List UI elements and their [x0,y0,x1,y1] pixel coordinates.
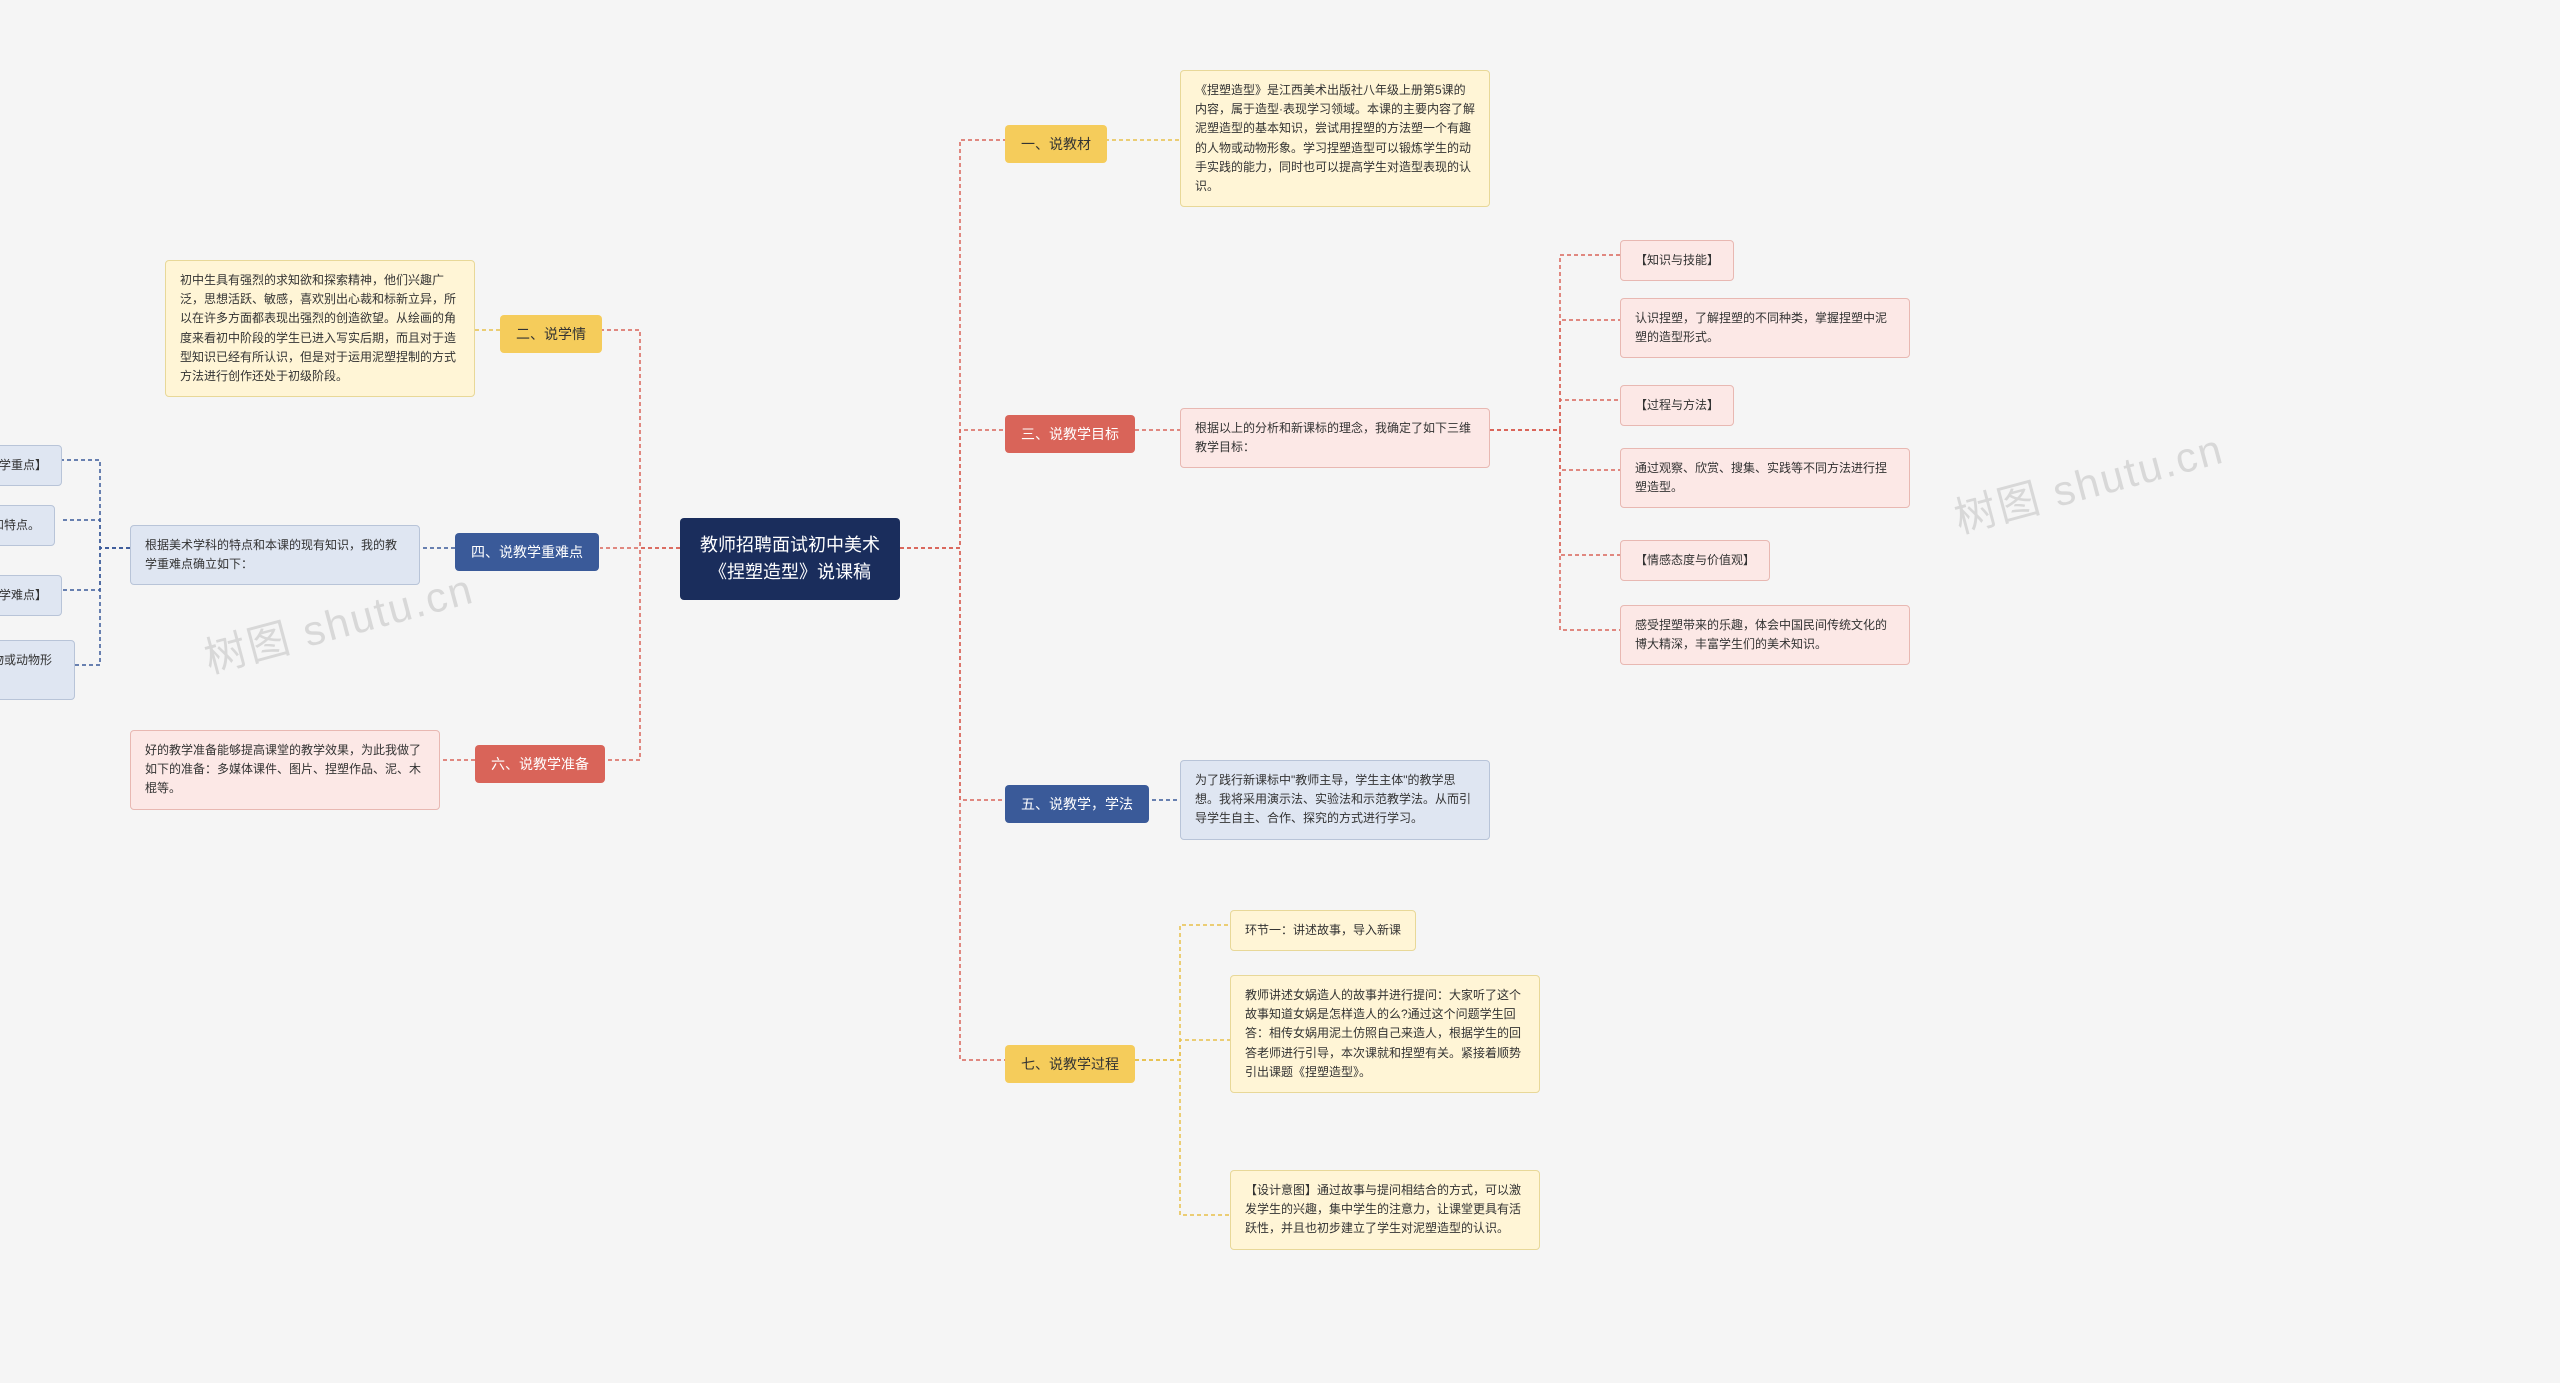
branch-7-l1: 环节一：讲述故事，导入新课 [1230,910,1416,951]
branch-3-t3: 【情感态度与价值观】 [1620,540,1770,581]
branch-3-t1d: 认识捏塑，了解捏塑的不同种类，掌握捏塑中泥塑的造型形式。 [1620,298,1910,358]
mindmap-canvas: 教师招聘面试初中美术《捏塑造型》说课稿 一、说教材 《捏塑造型》是江西美术出版社… [0,0,2560,1383]
branch-2-leaf: 初中生具有强烈的求知欲和探索精神，他们兴趣广泛，思想活跃、敏感，喜欢别出心裁和标… [165,260,475,397]
branch-3[interactable]: 三、说教学目标 [1005,415,1135,453]
branch-1-leaf: 《捏塑造型》是江西美术出版社八年级上册第5课的内容，属于造型·表现学习领域。本课… [1180,70,1490,207]
branch-4-intro: 根据美术学科的特点和本课的现有知识，我的教学重难点确立如下： [130,525,420,585]
branch-1[interactable]: 一、说教材 [1005,125,1107,163]
branch-4-t1: 【教学重点】 [0,445,62,486]
branch-7-l3: 【设计意图】通过故事与提问相结合的方式，可以激发学生的兴趣，集中学生的注意力，让… [1230,1170,1540,1250]
branch-3-intro: 根据以上的分析和新课标的理念，我确定了如下三维教学目标： [1180,408,1490,468]
branch-3-t2: 【过程与方法】 [1620,385,1734,426]
branch-6-leaf: 好的教学准备能够提高课堂的教学效果，为此我做了如下的准备：多媒体课件、图片、捏塑… [130,730,440,810]
branch-5[interactable]: 五、说教学，学法 [1005,785,1149,823]
branch-4-t2: 【教学难点】 [0,575,62,616]
branch-3-t3d: 感受捏塑带来的乐趣，体会中国民间传统文化的博大精深，丰富学生们的美术知识。 [1620,605,1910,665]
branch-4-t1d: 认识捏塑，了解泥塑造型的不同形式和特点。 [0,505,55,546]
branch-5-leaf: 为了践行新课标中"教师主导，学生主体"的教学思想。我将采用演示法、实验法和示范教… [1180,760,1490,840]
branch-6[interactable]: 六、说教学准备 [475,745,605,783]
branch-3-t2d: 通过观察、欣赏、搜集、实践等不同方法进行捏塑造型。 [1620,448,1910,508]
branch-4-t2d: 学会捏塑技法，尝试动手制作泥塑人物或动物形象。 [0,640,75,700]
branch-7[interactable]: 七、说教学过程 [1005,1045,1135,1083]
branch-2[interactable]: 二、说学情 [500,315,602,353]
root-node[interactable]: 教师招聘面试初中美术《捏塑造型》说课稿 [680,518,900,600]
branch-3-t1: 【知识与技能】 [1620,240,1734,281]
branch-7-l2: 教师讲述女娲造人的故事并进行提问：大家听了这个故事知道女娲是怎样造人的么?通过这… [1230,975,1540,1093]
branch-4[interactable]: 四、说教学重难点 [455,533,599,571]
